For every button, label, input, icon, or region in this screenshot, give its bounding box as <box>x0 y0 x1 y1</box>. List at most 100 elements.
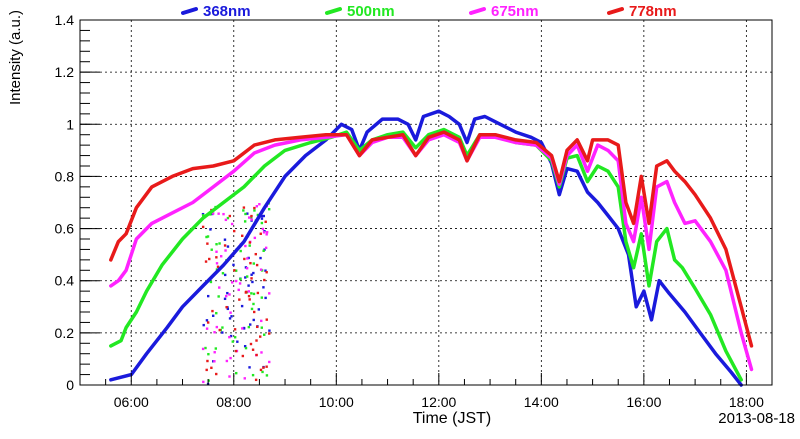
noise-point <box>243 345 247 348</box>
noise-point <box>248 366 251 369</box>
scatter-noise <box>201 202 271 386</box>
noise-point <box>255 353 258 357</box>
noise-point <box>250 218 253 221</box>
noise-point <box>211 212 215 215</box>
y-tick-label: 0 <box>66 377 74 393</box>
noise-point <box>228 375 231 378</box>
noise-point <box>201 347 205 351</box>
noise-point <box>254 252 257 256</box>
noise-point <box>265 318 268 321</box>
y-tick-label: 1.2 <box>55 64 75 80</box>
noise-point <box>240 304 244 308</box>
x-tick-label: 08:00 <box>216 394 251 410</box>
noise-point <box>210 248 213 251</box>
noise-point <box>238 298 241 301</box>
noise-point <box>259 368 263 372</box>
noise-point <box>205 327 209 330</box>
y-tick-label: 0.6 <box>55 221 75 237</box>
noise-point <box>215 311 218 315</box>
noise-point <box>230 222 234 226</box>
noise-point <box>206 235 210 238</box>
noise-point <box>241 354 245 358</box>
noise-point <box>213 331 216 334</box>
noise-point <box>247 290 250 293</box>
noise-point <box>207 379 210 382</box>
noise-point <box>234 349 238 353</box>
noise-point <box>211 314 215 317</box>
series-lines <box>109 109 754 387</box>
noise-point <box>218 242 221 245</box>
noise-point <box>209 228 212 231</box>
noise-point <box>254 378 258 382</box>
legend-label: 778nm <box>629 3 677 20</box>
noise-point <box>249 342 253 346</box>
noise-point <box>224 218 228 222</box>
noise-point <box>228 317 232 320</box>
noise-point <box>215 262 219 265</box>
noise-point <box>243 377 246 380</box>
noise-point <box>233 269 236 272</box>
noise-point <box>249 323 252 326</box>
noise-point <box>264 269 267 272</box>
noise-point <box>215 372 218 376</box>
noise-point <box>235 371 238 375</box>
noise-point <box>218 328 221 332</box>
noise-point <box>262 231 266 234</box>
noise-point <box>259 335 262 338</box>
noise-point <box>259 256 262 260</box>
noise-point <box>264 220 267 223</box>
x-tick-label: 18:00 <box>729 394 764 410</box>
noise-point <box>232 263 235 267</box>
x-tick-label: 12:00 <box>421 394 456 410</box>
noise-point <box>241 327 244 330</box>
noise-point <box>250 216 253 219</box>
noise-point <box>251 280 254 284</box>
legend-swatch <box>469 7 486 15</box>
noise-point <box>228 293 231 296</box>
noise-point <box>228 214 232 218</box>
noise-point <box>265 271 268 274</box>
noise-point <box>215 243 218 246</box>
noise-point <box>250 292 253 295</box>
x-tick-label: 06:00 <box>114 394 149 410</box>
noise-point <box>245 275 249 278</box>
noise-point <box>221 331 224 334</box>
noise-point <box>219 255 223 258</box>
noise-point <box>213 360 216 363</box>
noise-point <box>262 249 265 253</box>
y-tick-label: 0.8 <box>55 168 75 184</box>
noise-point <box>230 315 233 318</box>
noise-point <box>204 260 208 263</box>
series-line-778nm <box>109 130 754 348</box>
noise-point <box>247 294 251 298</box>
x-tick-label: 16:00 <box>626 394 661 410</box>
noise-point <box>226 245 230 248</box>
series-line-675nm <box>109 132 754 372</box>
noise-point <box>222 212 225 216</box>
noise-point <box>248 298 251 301</box>
noise-point <box>236 340 239 343</box>
noise-point <box>214 347 218 350</box>
noise-point <box>247 256 250 260</box>
noise-point <box>252 302 255 306</box>
axis-ticks: 06:00 08:00 10:00 12:00 14:00 16:00 18:00 0 0.2 0… <box>55 12 773 410</box>
noise-point <box>244 291 248 294</box>
noise-point <box>265 374 269 377</box>
noise-point <box>202 380 205 384</box>
noise-point <box>261 370 264 374</box>
legend: 368nm 500nm 675nm 778nm <box>181 3 677 20</box>
noise-point <box>262 286 265 289</box>
noise-point <box>250 214 253 218</box>
x-tick-label: 10:00 <box>319 394 354 410</box>
noise-point <box>253 236 257 240</box>
noise-point <box>258 203 261 206</box>
noise-point <box>253 209 256 212</box>
noise-point <box>226 216 230 220</box>
noise-point <box>244 346 248 350</box>
noise-point <box>242 209 245 212</box>
noise-point <box>226 291 229 295</box>
legend-label: 368nm <box>203 3 251 20</box>
noise-point <box>204 346 207 350</box>
noise-point <box>260 214 264 218</box>
y-tick-label: 0.2 <box>55 325 75 341</box>
